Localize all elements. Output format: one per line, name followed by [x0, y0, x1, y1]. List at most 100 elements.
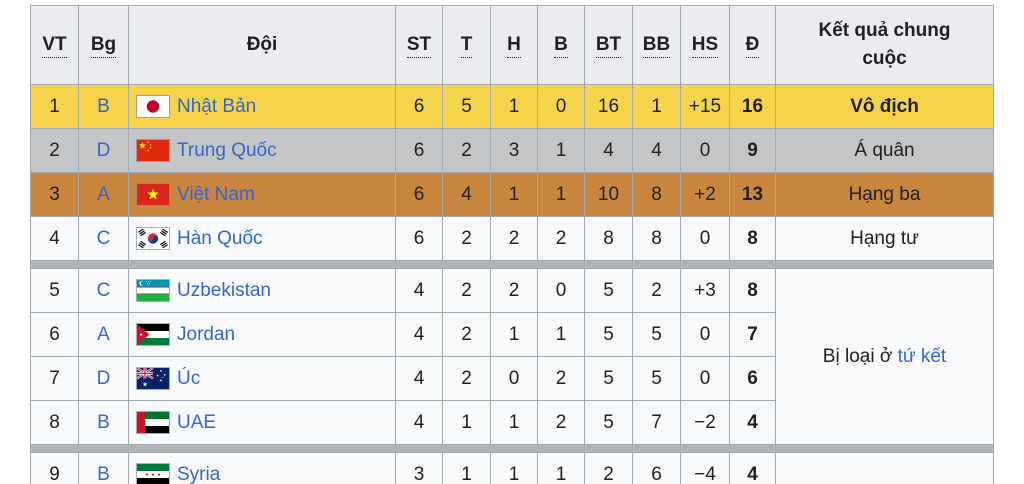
jordan-flag-icon[interactable]: [136, 323, 170, 346]
position-cell: 7: [30, 356, 79, 401]
goals-for-cell: 5: [584, 356, 633, 401]
final-result-cell: Vô địch: [775, 84, 994, 129]
group-cell: C: [78, 268, 129, 313]
group-separator-band: [30, 260, 994, 269]
played-cell: 3: [395, 452, 443, 484]
final-result-cell: Hạng ba: [775, 172, 994, 217]
team-link[interactable]: UAE: [177, 412, 217, 433]
draws-cell: 0: [490, 356, 538, 401]
draws-cell: 3: [490, 128, 538, 173]
wins-cell: 2: [442, 216, 491, 261]
team-link[interactable]: Jordan: [177, 324, 236, 345]
uzbekistan-flag-icon[interactable]: [136, 279, 170, 302]
header-losses: B: [537, 5, 585, 85]
goals-against-cell: 5: [632, 312, 681, 357]
losses-cell: 1: [537, 452, 585, 484]
australia-flag-icon[interactable]: [136, 367, 170, 390]
draws-cell: 1: [490, 84, 538, 129]
standings-table: VT Bg Đội ST T H B BT BB HS Đ Kết quả ch…: [30, 5, 994, 484]
losses-cell: 0: [537, 268, 585, 313]
group-link[interactable]: D: [96, 139, 111, 161]
position-cell: 2: [30, 128, 79, 173]
points-cell: 8: [729, 216, 776, 261]
final-result-cell: Hạng tư: [775, 216, 994, 261]
played-cell: 4: [395, 356, 443, 401]
team-cell: Nhật Bản: [128, 84, 396, 129]
group-link[interactable]: C: [96, 227, 111, 249]
goal-diff-cell: −2: [680, 400, 730, 445]
losses-cell: 1: [537, 172, 585, 217]
team-cell: Hàn Quốc: [128, 216, 396, 261]
syria-flag-icon[interactable]: [136, 463, 170, 484]
group-cell: D: [78, 356, 129, 401]
team-link[interactable]: Hàn Quốc: [177, 228, 263, 249]
position-cell: 4: [30, 216, 79, 261]
wins-cell: 2: [442, 356, 491, 401]
played-cell: 6: [395, 172, 443, 217]
team-link[interactable]: Syria: [177, 464, 221, 484]
header-goals-against: BB: [632, 5, 681, 85]
position-cell: 8: [30, 400, 79, 445]
group-link[interactable]: C: [96, 279, 111, 301]
team-cell: Jordan: [128, 312, 396, 357]
table-row: 4 C Hàn Quốc 6 2 2 2 8 8 0 8 Hạng tư: [30, 216, 994, 261]
goals-for-cell: 5: [584, 312, 633, 357]
team-link[interactable]: Việt Nam: [177, 184, 255, 205]
played-cell: 4: [395, 312, 443, 357]
header-group: Bg: [78, 5, 129, 85]
goals-for-cell: 8: [584, 216, 633, 261]
draws-cell: 1: [490, 172, 538, 217]
china-flag-icon[interactable]: [136, 139, 170, 162]
group-link[interactable]: B: [97, 463, 110, 484]
draws-cell: 1: [490, 312, 538, 357]
header-position: VT: [30, 5, 79, 85]
table-row: 8 B UAE 4 1 1 2 5 7 −2 4: [30, 400, 994, 445]
losses-cell: 0: [537, 84, 585, 129]
header-wins: T: [442, 5, 491, 85]
losses-cell: 1: [537, 312, 585, 357]
group-link[interactable]: B: [97, 411, 110, 433]
goals-for-cell: 5: [584, 268, 633, 313]
team-link[interactable]: Trung Quốc: [177, 140, 277, 161]
goals-for-cell: 2: [584, 452, 633, 484]
played-cell: 4: [395, 268, 443, 313]
south-korea-flag-icon[interactable]: [136, 227, 170, 250]
points-cell: 8: [729, 268, 776, 313]
points-cell: 4: [729, 452, 776, 484]
header-team: Đội: [128, 5, 396, 85]
losses-cell: 2: [537, 356, 585, 401]
group-cell: A: [78, 172, 129, 217]
position-cell: 6: [30, 312, 79, 357]
group-cell: B: [78, 84, 129, 129]
header-goal-diff: HS: [680, 5, 730, 85]
team-link[interactable]: Úc: [177, 368, 201, 389]
goal-diff-cell: +3: [680, 268, 730, 313]
group-link[interactable]: D: [96, 367, 111, 389]
vietnam-flag-icon[interactable]: [136, 183, 170, 206]
group-link[interactable]: A: [97, 323, 110, 345]
group-link[interactable]: B: [97, 95, 110, 117]
goals-against-cell: 8: [632, 172, 681, 217]
table-row: 1 B Nhật Bản 6 5 1 0 16 1 +15 16 Vô địch: [30, 84, 994, 129]
team-link[interactable]: Nhật Bản: [177, 96, 257, 117]
table-row: 7 D Úc 4 2 0 2 5 5 0 6: [30, 356, 994, 401]
position-cell: 1: [30, 84, 79, 129]
team-cell: Việt Nam: [128, 172, 396, 217]
goals-against-cell: 6: [632, 452, 681, 484]
goal-diff-cell: 0: [680, 312, 730, 357]
goal-diff-cell: −4: [680, 452, 730, 484]
header-draws: H: [490, 5, 538, 85]
draws-cell: 1: [490, 400, 538, 445]
uae-flag-icon[interactable]: [136, 411, 170, 434]
group-cell: B: [78, 452, 129, 484]
group-link[interactable]: A: [97, 183, 110, 205]
header-final-result: Kết quả chung cuộc: [775, 5, 994, 85]
points-cell: 6: [729, 356, 776, 401]
group-cell: D: [78, 128, 129, 173]
table-row: 9 B Syria 3 1 1 1 2 6 −4 4: [30, 452, 994, 484]
team-link[interactable]: Uzbekistan: [177, 280, 271, 301]
quarterfinal-link[interactable]: tứ kết: [897, 345, 947, 367]
wins-cell: 2: [442, 128, 491, 173]
japan-flag-icon[interactable]: [136, 95, 170, 118]
